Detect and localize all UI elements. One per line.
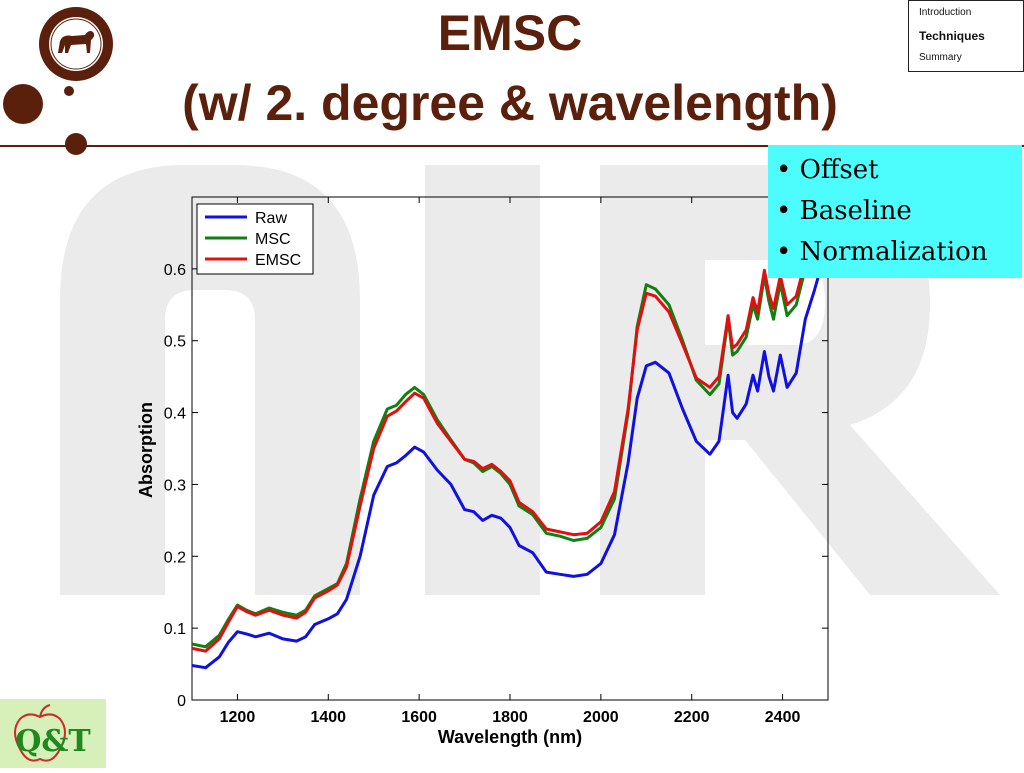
legend-label-raw: Raw bbox=[255, 210, 287, 227]
decor-dot-small-2 bbox=[65, 133, 87, 155]
nav-item-techniques[interactable]: Techniques bbox=[919, 29, 985, 43]
bullet-offset: • Offset bbox=[776, 155, 879, 185]
x-tick-label: 2200 bbox=[674, 709, 710, 726]
x-tick-label: 2000 bbox=[583, 709, 619, 726]
nav-item-summary[interactable]: Summary bbox=[919, 52, 962, 63]
y-tick-label: 0 bbox=[177, 693, 186, 710]
university-seal-logo bbox=[35, 5, 117, 81]
qt-logo: Q&T bbox=[0, 699, 106, 768]
title-divider bbox=[0, 145, 1024, 147]
y-tick-label: 0.6 bbox=[164, 262, 186, 279]
bullet-normalization: • Normalization bbox=[776, 237, 988, 267]
apple-icon: Q&T bbox=[14, 704, 91, 762]
x-tick-label: 2400 bbox=[765, 709, 801, 726]
x-tick-label: 1600 bbox=[401, 709, 437, 726]
bullet-box: • Offset • Baseline • Normalization bbox=[768, 145, 1022, 278]
logo-text: Q&T bbox=[15, 724, 91, 759]
x-tick-label: 1800 bbox=[492, 709, 528, 726]
y-tick-label: 0.4 bbox=[164, 406, 186, 423]
bullet-baseline: • Baseline bbox=[776, 196, 912, 226]
y-tick-label: 0.5 bbox=[164, 334, 186, 351]
decor-dot-small-1 bbox=[64, 86, 74, 96]
x-tick-label: 1400 bbox=[310, 709, 346, 726]
title-line-2: (w/ 2. degree & wavelength) bbox=[182, 75, 838, 131]
x-axis-label: Wavelength (nm) bbox=[438, 727, 582, 747]
legend-label-emsc: EMSC bbox=[255, 252, 301, 269]
legend-label-msc: MSC bbox=[255, 231, 291, 248]
title-line-1: EMSC bbox=[437, 5, 583, 61]
nav-item-introduction[interactable]: Introduction bbox=[919, 7, 972, 18]
y-tick-label: 0.1 bbox=[164, 621, 186, 638]
series-line-emsc bbox=[192, 219, 825, 653]
y-tick-label: 0.2 bbox=[164, 549, 186, 566]
series-line-raw bbox=[192, 257, 825, 670]
y-axis-label: Absorption bbox=[136, 402, 156, 498]
decor-dot-large bbox=[3, 84, 43, 124]
series-line-msc bbox=[192, 225, 825, 649]
x-tick-label: 1200 bbox=[220, 709, 256, 726]
section-nav: Introduction Techniques Summary bbox=[908, 0, 1024, 72]
y-tick-label: 0.3 bbox=[164, 477, 186, 494]
